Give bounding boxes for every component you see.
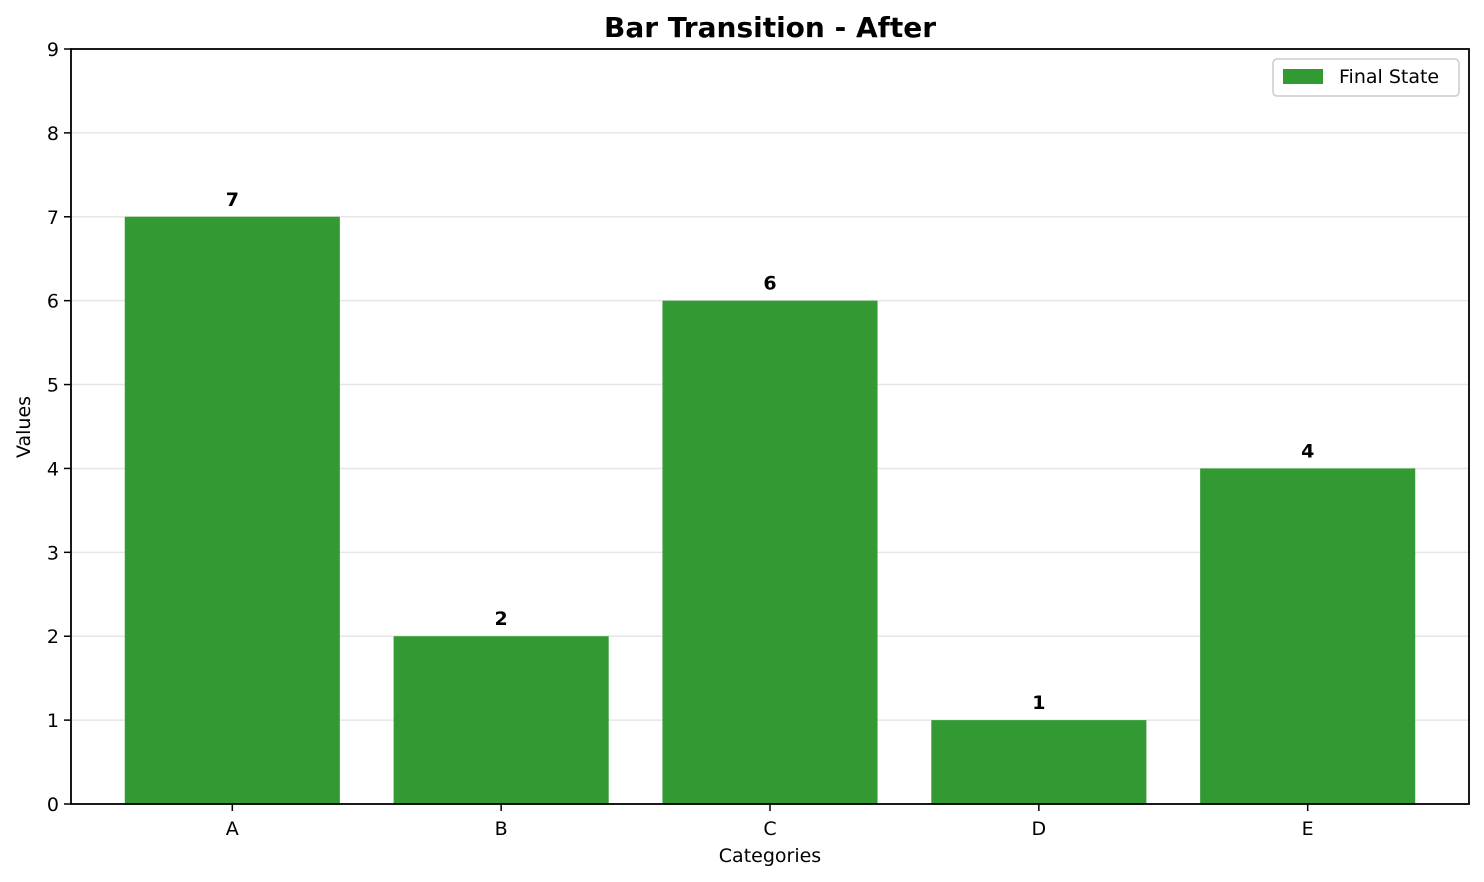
bar-e [1200,468,1416,804]
x-axis-ticks: A B C D E [226,804,1314,840]
y-tick-label: 4 [47,458,59,480]
legend: Final State [1272,58,1460,97]
data-label-e: 4 [1301,440,1314,462]
y-axis-label: Values [13,396,35,458]
data-label-b: 2 [495,608,508,630]
x-tick-label-d: D [1032,818,1047,840]
bar-d [931,720,1147,804]
data-labels: 7 2 6 1 4 [226,189,1315,714]
legend-swatch [1283,69,1323,84]
legend-box [1272,58,1460,97]
y-axis-ticks: 0 1 2 3 4 5 6 7 8 9 [47,39,71,816]
y-tick-label: 0 [47,794,59,816]
bar-a [124,216,340,804]
y-tick-label: 9 [47,39,59,61]
x-tick-label-a: A [226,818,239,840]
data-label-a: 7 [226,189,239,211]
chart-title: Bar Transition - After [604,11,936,44]
x-tick-label-b: B [495,818,508,840]
data-label-d: 1 [1032,692,1045,714]
bars [124,216,1416,804]
y-tick-label: 1 [47,710,59,732]
bar-c [662,300,878,804]
y-tick-label: 7 [47,207,59,229]
y-tick-label: 3 [47,542,59,564]
bar-b [393,636,609,804]
x-tick-label-e: E [1302,818,1314,840]
y-tick-label: 5 [47,375,59,397]
legend-entry-final-state: Final State [1339,66,1439,88]
data-label-c: 6 [763,273,776,295]
y-tick-label: 2 [47,626,59,648]
y-tick-label: 8 [47,123,59,145]
y-tick-label: 6 [47,291,59,313]
x-tick-label-c: C [763,818,776,840]
x-axis-label: Categories [719,845,821,867]
